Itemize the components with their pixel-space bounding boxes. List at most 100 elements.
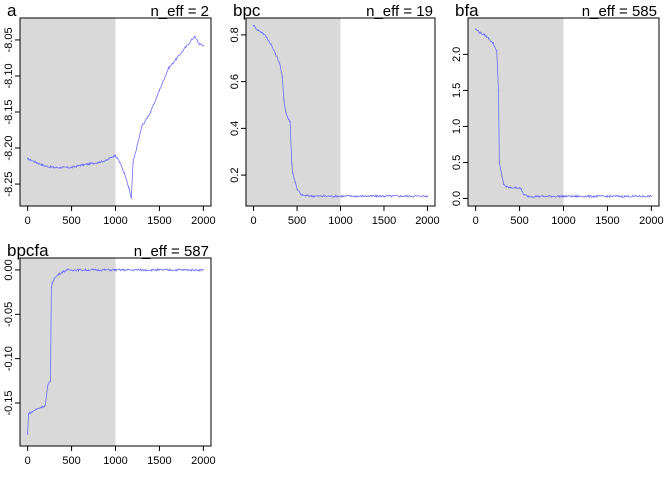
trace-point	[339, 195, 342, 197]
n-eff-label: n_eff = 2	[150, 3, 209, 20]
trace-point	[128, 187, 130, 189]
trace-point	[510, 187, 512, 189]
warmup-shade	[20, 18, 116, 206]
warmup-shade	[246, 18, 341, 206]
y-tick-label: 2.0	[451, 47, 463, 62]
trace-point	[294, 181, 296, 183]
trace-point	[150, 111, 152, 113]
trace-point	[35, 161, 38, 164]
trace-point	[35, 408, 38, 410]
y-tick-label: -8.05	[3, 27, 15, 52]
x-tick-label: 2000	[415, 215, 439, 227]
trace-point	[426, 195, 429, 197]
trace-point	[110, 156, 112, 159]
trace-point	[281, 76, 283, 78]
y-tick-label: -0.05	[3, 302, 15, 327]
trace-point	[606, 195, 609, 197]
y-tick-label: 1.0	[451, 119, 463, 134]
x-tick-label: 1500	[147, 455, 171, 467]
trace-point	[505, 186, 507, 188]
trace-point	[27, 413, 30, 415]
trace-point	[114, 154, 117, 156]
x-tick-label: 500	[510, 215, 528, 227]
y-tick-label: 0.4	[229, 121, 241, 136]
trace-point	[497, 89, 500, 91]
trace-point	[70, 166, 73, 169]
x-tick-label: 1500	[372, 215, 396, 227]
trace-point	[498, 161, 500, 164]
trace-point	[292, 172, 294, 174]
trace-point	[44, 405, 46, 407]
trace-line	[253, 25, 428, 199]
trace-point	[562, 195, 565, 197]
trace-point	[193, 35, 196, 37]
trace-point	[119, 161, 121, 164]
panel-title: bpc	[233, 1, 261, 20]
x-tick-label: 1500	[147, 215, 171, 227]
trace-point	[270, 43, 272, 45]
n-eff-label: n_eff = 19	[366, 3, 433, 20]
trace-point	[158, 89, 161, 91]
trace-point	[202, 45, 204, 47]
trace-point	[496, 50, 498, 52]
x-tick-label: 500	[62, 215, 80, 227]
x-tick-label: 1000	[328, 215, 352, 227]
trace-point	[62, 271, 64, 273]
x-tick-label: 1000	[103, 455, 127, 467]
y-tick-label: 0.2	[229, 167, 241, 182]
trace-point	[70, 269, 73, 271]
trace-point	[51, 282, 53, 284]
trace-point	[114, 269, 117, 271]
trace-point	[53, 166, 55, 169]
trace-point	[291, 162, 293, 165]
x-tick-label: 2000	[639, 215, 663, 227]
panel-title: a	[7, 1, 17, 20]
trace-panel-a: a n_eff = 2 0 500 1000 1500 2000 -8.25 -8.20 -8.1…	[0, 0, 224, 240]
trace-point	[492, 42, 494, 45]
panel-title: bpcfa	[7, 241, 49, 260]
y-tick-label: -0.10	[3, 346, 15, 371]
y-tick-label: 0.00	[3, 259, 15, 280]
trace-point	[57, 273, 59, 275]
warmup-shade	[20, 258, 116, 446]
x-tick-label: 500	[62, 455, 80, 467]
y-tick-label: 0.8	[229, 27, 241, 42]
trace-point	[66, 269, 68, 271]
y-tick-label: -8.20	[3, 135, 15, 160]
trace-point	[479, 32, 481, 34]
trace-point	[158, 269, 161, 271]
trace-point	[202, 269, 204, 271]
trace-point	[383, 195, 385, 197]
y-tick-label: 1.5	[451, 83, 463, 98]
x-tick-label: 1000	[551, 215, 575, 227]
trace-point	[483, 34, 486, 36]
trace-panel-bpc: bpc n_eff = 19 0 500 1000 1500 2000 0.2 0.4 0.6 0.…	[224, 0, 448, 240]
trace-point	[185, 46, 187, 48]
trace-point	[252, 24, 255, 27]
trace-point	[49, 380, 52, 382]
trace-point	[266, 36, 268, 38]
n-eff-label: n_eff = 587	[133, 243, 209, 260]
trace-point	[40, 406, 42, 409]
trace-point	[650, 195, 652, 197]
trace-point	[313, 195, 316, 197]
trace-point	[527, 195, 529, 197]
trace-point	[123, 172, 125, 174]
x-tick-label: 0	[473, 215, 479, 227]
trace-point	[97, 161, 99, 164]
trace-line	[27, 36, 204, 199]
y-tick-label: -8.10	[3, 63, 15, 88]
trace-point	[274, 52, 276, 55]
trace-point	[285, 111, 287, 113]
x-tick-label: 2000	[191, 215, 215, 227]
trace-plot-svg: 0 500 1000 1500 2000 0.2 0.4 0.6 0.8	[229, 17, 440, 227]
trace-point	[501, 176, 503, 178]
trace-point	[53, 278, 55, 280]
trace-point	[88, 163, 90, 165]
x-tick-label: 1000	[103, 215, 127, 227]
trace-point	[106, 159, 108, 161]
trace-point	[305, 195, 307, 197]
trace-point	[475, 28, 477, 30]
trace-point	[62, 166, 64, 169]
